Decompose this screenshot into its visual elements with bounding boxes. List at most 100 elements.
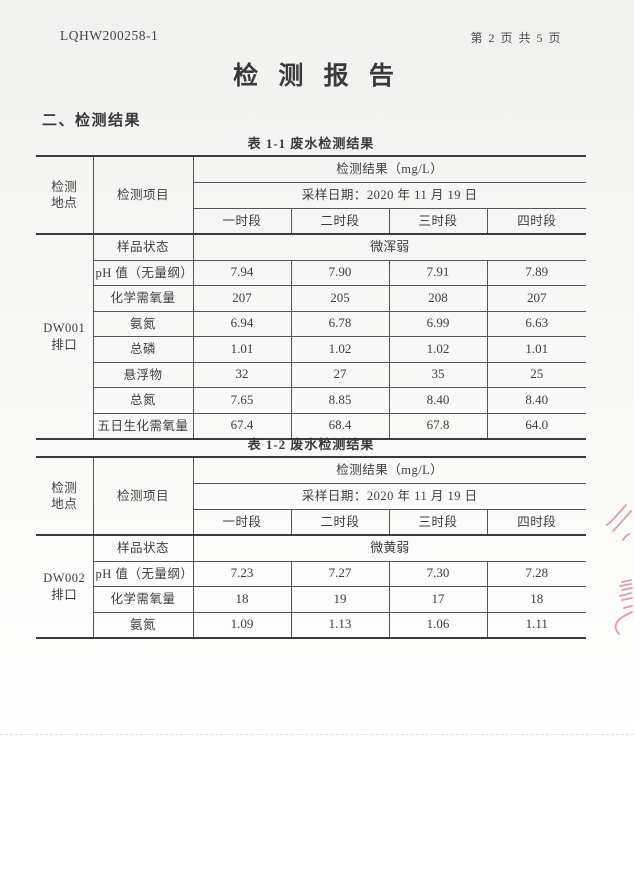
value-cell: 25: [486, 361, 587, 388]
value-cell: 35: [388, 361, 488, 388]
period-cell: 二时段: [290, 508, 390, 536]
table-row: 总氮 7.65 8.85 8.40 8.40: [36, 387, 587, 414]
sample-status-value-cell: 微黄弱: [192, 534, 587, 562]
parameter-name-cell: 化学需氧量: [93, 285, 194, 312]
period-header-row: 一时段 二时段 三时段 四时段: [36, 508, 587, 536]
parameter-name-cell: 化学需氧量: [93, 586, 194, 613]
value-cell: 6.94: [192, 310, 292, 337]
value-cell: 7.23: [192, 560, 292, 587]
location-header-cell: 检测 地点: [36, 155, 94, 235]
sampling-date-row: 采样日期：2020 年 11 月 19 日: [36, 182, 587, 209]
report-title: 检 测 报 告: [233, 63, 401, 90]
sample-status-label-cell: 样品状态: [92, 534, 194, 562]
value-cell: 1.02: [290, 336, 390, 363]
table-1-2-block: 表 1-2 废水检测结果 检测 地点 检测项目 检测结果（mg/L） 采样日期：…: [36, 434, 587, 639]
value-cell: 27: [290, 361, 390, 388]
table-1-2-title: 表 1-2 废水检测结果: [247, 437, 375, 452]
section-heading: 二、检测结果: [42, 113, 142, 129]
table-row: 总磷 1.01 1.02 1.02 1.01: [36, 336, 587, 363]
value-cell: 7.89: [486, 259, 587, 286]
value-cell: 7.94: [192, 259, 292, 286]
result-unit-header-cell: 检测结果（mg/L）: [192, 155, 587, 183]
parameter-name-cell: pH 值（无量纲）: [93, 259, 194, 286]
parameter-name-cell: 氨氮: [93, 310, 194, 337]
table-row: 五日生化需氧量 67.4 68.4 67.8 64.0: [36, 412, 587, 440]
value-cell: 1.01: [192, 336, 292, 363]
sample-status-value-cell: 微浑弱: [192, 233, 587, 261]
table-row: pH 值（无量纲） 7.23 7.27 7.30 7.28: [36, 560, 587, 587]
value-cell: 8.40: [486, 387, 587, 414]
table-row: 化学需氧量 18 19 17 18: [36, 586, 587, 613]
parameter-name-cell: pH 值（无量纲）: [93, 560, 194, 587]
value-cell: 7.91: [388, 259, 488, 286]
red-stamp-fragment: [606, 504, 633, 635]
value-cell: 8.85: [290, 387, 390, 414]
value-cell: 18: [192, 586, 292, 613]
period-cell: 三时段: [388, 207, 488, 235]
period-cell: 四时段: [486, 508, 587, 536]
sampling-date-cell: 采样日期：2020 年 11 月 19 日: [193, 483, 587, 510]
value-cell: 7.28: [486, 560, 587, 587]
value-cell: 1.09: [192, 611, 292, 639]
table-1-1-title: 表 1-1 废水检测结果: [247, 136, 375, 151]
value-cell: 67.4: [192, 412, 292, 440]
period-cell: 三时段: [388, 508, 488, 536]
value-cell: 6.78: [290, 310, 390, 337]
value-cell: 6.63: [486, 310, 587, 337]
page-indicator: 第 2 页 共 5 页: [470, 31, 562, 45]
value-cell: 1.06: [388, 611, 488, 639]
value-cell: 6.99: [388, 310, 488, 337]
sample-status-row: DW002 排口 样品状态 微黄弱: [36, 534, 587, 639]
value-cell: 64.0: [486, 412, 587, 440]
table-row: 氨氮 6.94 6.78 6.99 6.63: [36, 310, 587, 337]
period-cell: 一时段: [193, 508, 292, 536]
location-cell: DW001 排口: [36, 233, 94, 440]
sample-status-row: DW001 排口 样品状态 微浑弱: [36, 233, 587, 440]
value-cell: 207: [192, 285, 292, 312]
item-header-cell: 检测项目: [92, 456, 194, 536]
sampling-date-row: 采样日期：2020 年 11 月 19 日: [36, 483, 587, 510]
value-cell: 7.65: [192, 387, 292, 414]
parameter-name-cell: 悬浮物: [93, 361, 194, 388]
value-cell: 208: [388, 285, 488, 312]
scan-artifact-line: [0, 734, 634, 735]
table-row: 化学需氧量 207 205 208 207: [36, 285, 587, 312]
value-cell: 18: [486, 586, 587, 613]
wastewater-results-table-1: 检测 地点 检测项目 检测结果（mg/L） 采样日期：2020 年 11 月 1…: [36, 155, 587, 440]
value-cell: 207: [486, 285, 587, 312]
sampling-date-cell: 采样日期：2020 年 11 月 19 日: [193, 182, 587, 209]
period-cell: 四时段: [486, 207, 587, 235]
table-1-1-block: 表 1-1 废水检测结果 检测 地点 检测项目 检测结果（mg/L） 采样日期：…: [36, 133, 587, 440]
result-unit-header-cell: 检测结果（mg/L）: [192, 456, 587, 484]
period-cell: 一时段: [193, 207, 292, 235]
document-number: LQHW200258-1: [60, 28, 159, 43]
parameter-name-cell: 总磷: [93, 336, 194, 363]
value-cell: 17: [388, 586, 488, 613]
parameter-name-cell: 总氮: [93, 387, 194, 414]
value-cell: 1.13: [290, 611, 390, 639]
value-cell: 205: [290, 285, 390, 312]
item-header-cell: 检测项目: [92, 155, 194, 235]
parameter-name-cell: 氨氮: [93, 611, 194, 639]
value-cell: 1.02: [388, 336, 488, 363]
value-cell: 8.40: [388, 387, 488, 414]
value-cell: 32: [192, 361, 292, 388]
value-cell: 1.01: [486, 336, 587, 363]
value-cell: 1.11: [486, 611, 587, 639]
value-cell: 7.27: [290, 560, 390, 587]
parameter-name-cell: 五日生化需氧量: [93, 412, 194, 440]
table-header-row: 检测 地点 检测项目 检测结果（mg/L）: [36, 456, 587, 536]
table-header-row: 检测 地点 检测项目 检测结果（mg/L）: [36, 155, 587, 235]
table-row: 氨氮 1.09 1.13 1.06 1.11: [36, 611, 587, 639]
value-cell: 7.90: [290, 259, 390, 286]
period-cell: 二时段: [290, 207, 390, 235]
sample-status-label-cell: 样品状态: [92, 233, 194, 261]
location-header-cell: 检测 地点: [36, 456, 94, 536]
period-header-row: 一时段 二时段 三时段 四时段: [36, 207, 587, 235]
table-row: 悬浮物 32 27 35 25: [36, 361, 587, 388]
value-cell: 19: [290, 586, 390, 613]
wastewater-results-table-2: 检测 地点 检测项目 检测结果（mg/L） 采样日期：2020 年 11 月 1…: [36, 456, 587, 639]
table-row: pH 值（无量纲） 7.94 7.90 7.91 7.89: [36, 259, 587, 286]
location-cell: DW002 排口: [36, 534, 94, 639]
